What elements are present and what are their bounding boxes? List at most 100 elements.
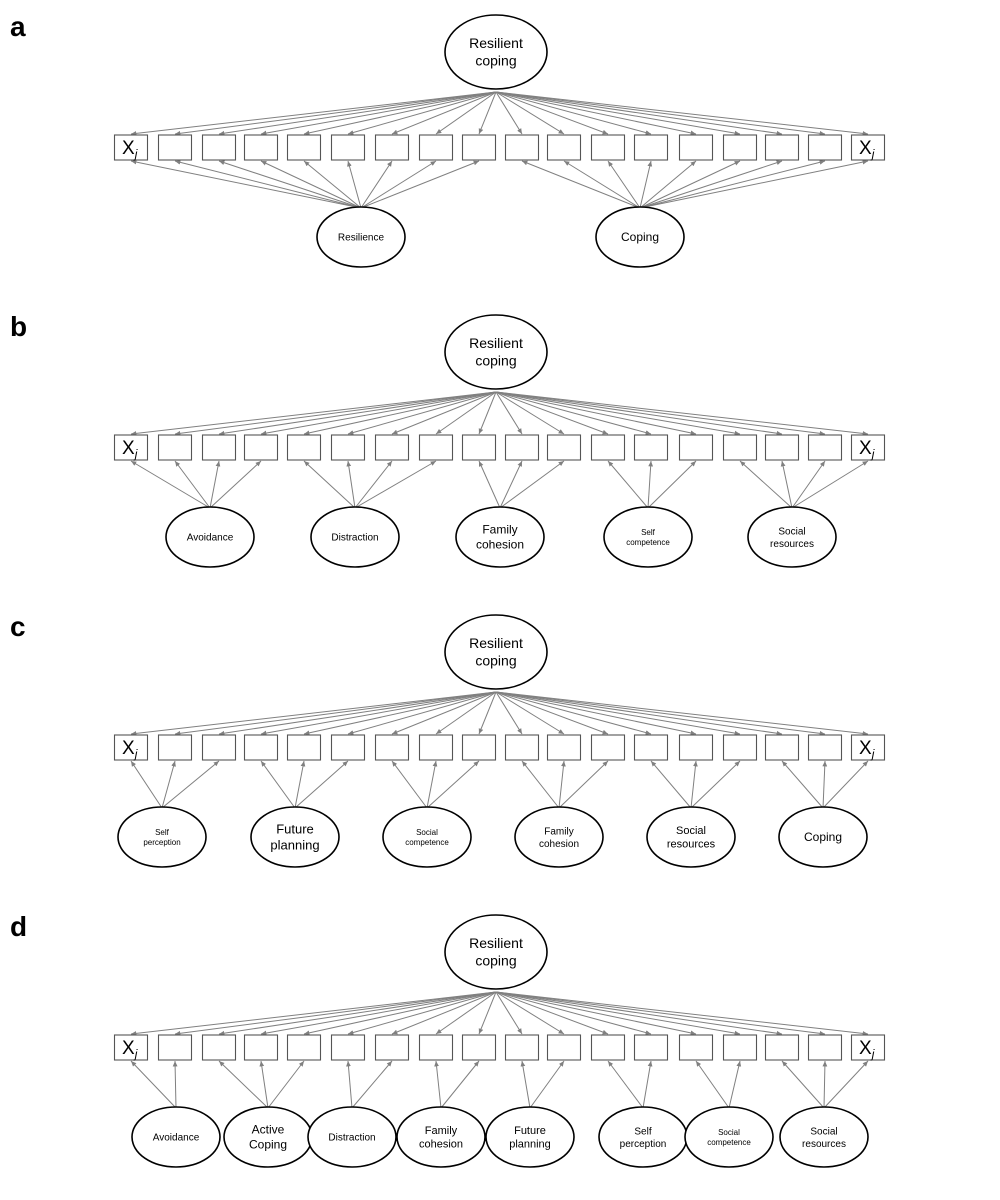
general-factor-loading-arrow <box>218 91 497 136</box>
indicator-box <box>546 734 582 761</box>
specific-factor-label: Self <box>634 1126 651 1137</box>
indicator-box <box>201 734 237 761</box>
indicator-box <box>850 1034 886 1061</box>
specific-factor-loading-arrow <box>354 460 437 509</box>
indicator-box <box>330 134 366 161</box>
specific-factor-loading-arrow <box>558 760 609 809</box>
specific-factor-label: planning <box>270 838 319 853</box>
indicator-box <box>764 1034 800 1061</box>
indicator-box <box>201 134 237 161</box>
indicator-box <box>807 134 843 161</box>
general-factor-ellipse <box>444 914 548 990</box>
specific-factor-label: competence <box>405 838 449 847</box>
general-factor-loading-arrow <box>478 691 497 735</box>
indicator-box <box>243 434 279 461</box>
indicator-box <box>590 1034 626 1061</box>
general-factor-loading-arrow <box>495 991 869 1036</box>
specific-factor-loading-arrow <box>739 460 793 509</box>
panel-d: d Xj Xj Resilient coping Avoidance ActiveCopin… <box>10 911 886 1168</box>
specific-factor-loading-arrow <box>130 760 163 809</box>
indicator-box <box>201 434 237 461</box>
general-factor-loading-arrow <box>495 91 697 136</box>
general-factor-loading-arrow <box>495 91 826 136</box>
indicator-box <box>286 734 322 761</box>
specific-factor-loading-arrow <box>172 1060 178 1109</box>
specific-factor-label: Active <box>252 1123 285 1137</box>
specific-factor-loading-arrow <box>218 160 362 209</box>
indicator-box <box>590 734 626 761</box>
specific-factor-loading-arrow <box>209 460 262 509</box>
specific-factor-loading-arrow <box>521 760 560 809</box>
general-factor-loading-arrow <box>218 691 497 736</box>
general-factor-loading-arrow <box>495 991 783 1036</box>
specific-factor-ellipse <box>595 206 685 268</box>
indicator-box <box>678 1034 714 1061</box>
specific-factor-label: Coping <box>249 1138 287 1152</box>
general-factor-loading-arrow <box>495 91 523 135</box>
indicator-box <box>113 1034 149 1061</box>
specific-factor-loading-arrow <box>780 460 793 509</box>
indicator-box <box>590 134 626 161</box>
specific-factor-loading-arrow <box>161 760 220 809</box>
specific-factor-loading-arrow <box>499 460 523 509</box>
specific-factor-loading-arrow <box>607 460 649 509</box>
indicator-box <box>418 1034 454 1061</box>
general-factor-loading-arrow <box>218 391 497 436</box>
specific-factor-label: Social <box>416 828 438 837</box>
general-factor-loading-arrow <box>495 391 652 435</box>
indicator-box <box>764 434 800 461</box>
specific-factor-loading-arrow <box>781 760 824 809</box>
specific-factor-ellipse <box>310 506 400 568</box>
general-factor-label: coping <box>475 953 516 969</box>
general-factor-loading-arrow <box>130 391 497 436</box>
general-factor-loading-arrow <box>495 691 652 735</box>
indicator-box <box>374 134 410 161</box>
specific-factor-loading-arrow <box>303 460 356 509</box>
specific-factor-label: perception <box>143 838 180 847</box>
specific-factor-loading-arrow <box>647 460 654 509</box>
specific-factor-loading-arrow <box>130 159 362 209</box>
indicator-label: Xj <box>859 738 875 761</box>
general-factor-loading-arrow <box>303 391 497 436</box>
indicator-box <box>807 434 843 461</box>
indicator-box <box>461 134 497 161</box>
specific-factor-loading-arrow <box>520 1060 531 1109</box>
general-factor-label: Resilient <box>469 335 523 351</box>
indicator-label: Xj <box>859 1038 875 1061</box>
indicator-box <box>374 734 410 761</box>
general-factor-loading-arrow <box>495 691 697 736</box>
specific-factor-label: Distraction <box>331 533 378 544</box>
specific-factor-ellipse <box>382 806 472 868</box>
specific-factor-loading-arrow <box>639 160 697 209</box>
specific-factor-ellipse <box>778 806 868 868</box>
general-factor-loading-arrow <box>495 391 697 436</box>
specific-factor-loading-arrow <box>639 160 783 209</box>
specific-factor-label: Self <box>641 528 656 537</box>
specific-factor-label: cohesion <box>539 839 579 850</box>
indicator-box <box>504 734 540 761</box>
general-factor-loading-arrow <box>495 991 609 1035</box>
specific-factor-loading-arrow <box>267 1060 305 1109</box>
specific-factor-ellipse <box>455 506 545 568</box>
indicator-box <box>722 1034 758 1061</box>
general-factor-loading-arrow <box>347 91 497 135</box>
specific-factor-loading-arrow <box>260 760 296 809</box>
indicator-box <box>722 734 758 761</box>
general-factor-loading-arrow <box>130 991 497 1036</box>
general-factor-loading-arrow <box>130 91 497 136</box>
specific-factor-loading-arrow <box>650 760 692 809</box>
specific-factor-label: Family <box>482 523 517 537</box>
specific-factor-loading-arrow <box>499 460 565 509</box>
specific-factor-label: Social <box>810 1126 837 1137</box>
specific-factor-loading-arrow <box>607 160 641 209</box>
specific-factor-label: Future <box>276 821 314 836</box>
specific-factor-ellipse <box>396 1106 486 1168</box>
general-factor-loading-arrow <box>495 691 609 735</box>
indicator-box <box>286 1034 322 1061</box>
indicator-box <box>330 734 366 761</box>
general-factor-loading-arrow <box>303 691 497 736</box>
specific-factor-label: Self <box>155 828 170 837</box>
specific-factor-label: competence <box>626 538 670 547</box>
specific-factor-label: resources <box>667 839 716 851</box>
panel-label: d <box>10 911 27 942</box>
